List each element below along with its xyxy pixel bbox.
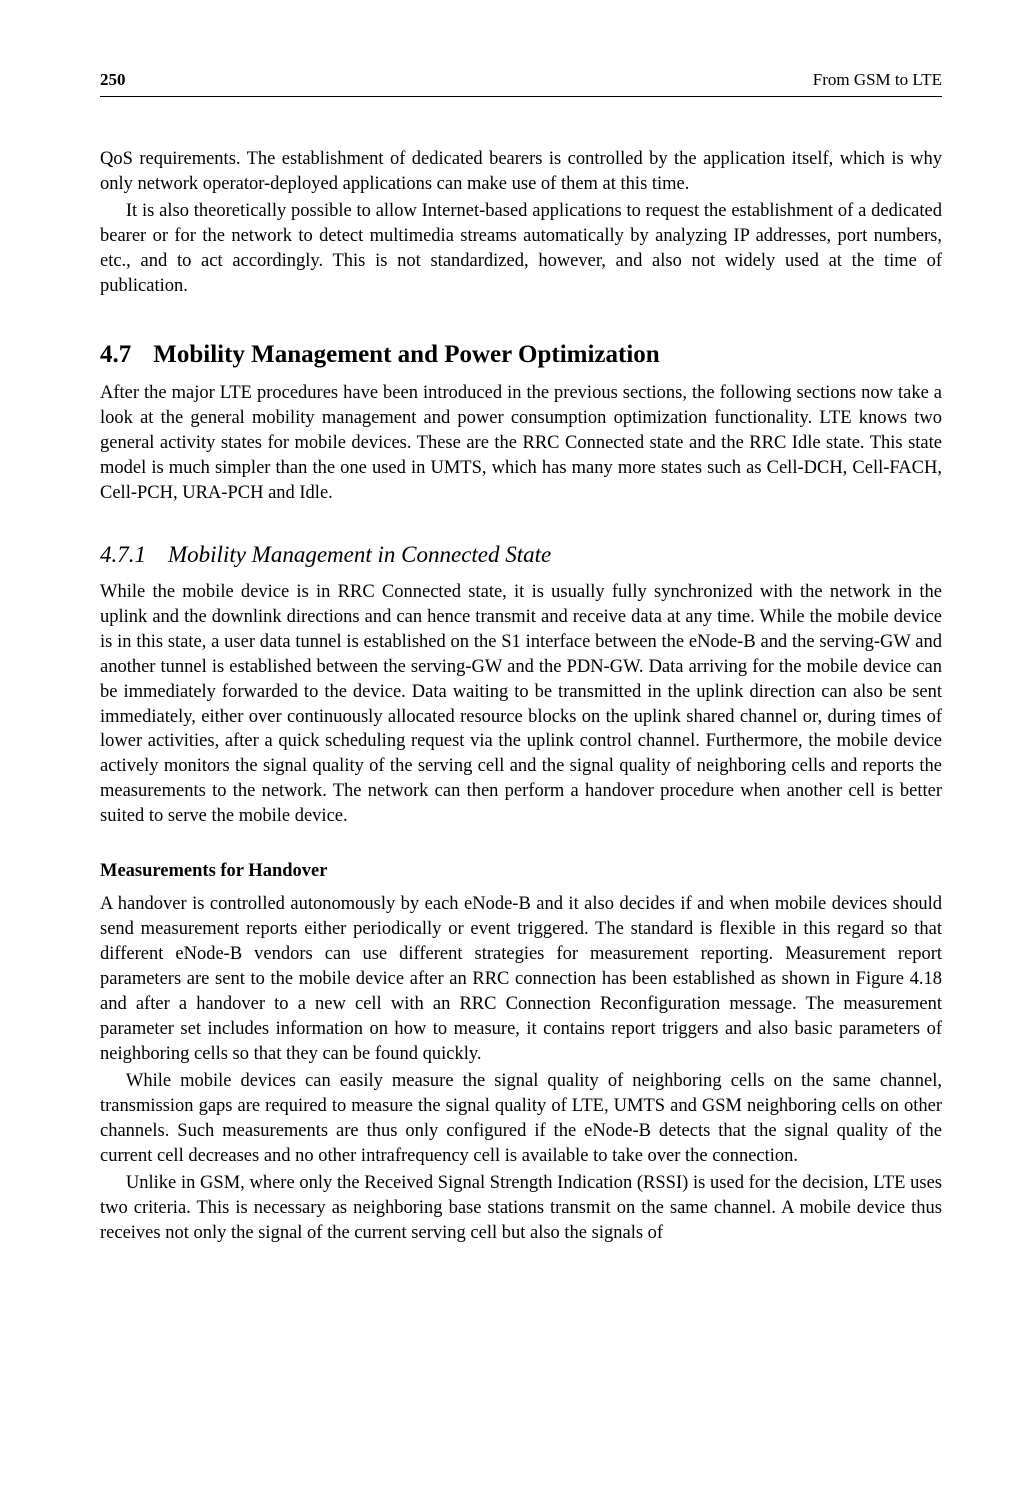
intro-paragraph-1: QoS requirements. The establishment of d… (100, 147, 942, 197)
subsub-paragraph-1: A handover is controlled autonomously by… (100, 892, 942, 1067)
intro-paragraph-2: It is also theoretically possible to all… (100, 199, 942, 299)
subsection-paragraph-1: While the mobile device is in RRC Connec… (100, 580, 942, 830)
page-number: 250 (100, 70, 126, 90)
subsub-paragraph-3: Unlike in GSM, where only the Received S… (100, 1171, 942, 1246)
intro-block: QoS requirements. The establishment of d… (100, 147, 942, 299)
running-title: From GSM to LTE (813, 70, 942, 90)
subsub-paragraph-2: While mobile devices can easily measure … (100, 1069, 942, 1169)
page: 250 From GSM to LTE QoS requirements. Th… (0, 0, 1032, 1500)
subsection-number: 4.7.1 (100, 542, 146, 568)
subsubsection-heading: Measurements for Handover (100, 861, 942, 882)
subsection-title: Mobility Management in Connected State (168, 542, 551, 567)
section-number: 4.7 (100, 341, 131, 369)
section-heading: 4.7 Mobility Management and Power Optimiz… (100, 341, 942, 369)
subsection-heading: 4.7.1 Mobility Management in Connected St… (100, 542, 942, 568)
running-header: 250 From GSM to LTE (100, 70, 942, 97)
section-title: Mobility Management and Power Optimizati… (153, 341, 659, 368)
section-paragraph-1: After the major LTE procedures have been… (100, 381, 942, 506)
